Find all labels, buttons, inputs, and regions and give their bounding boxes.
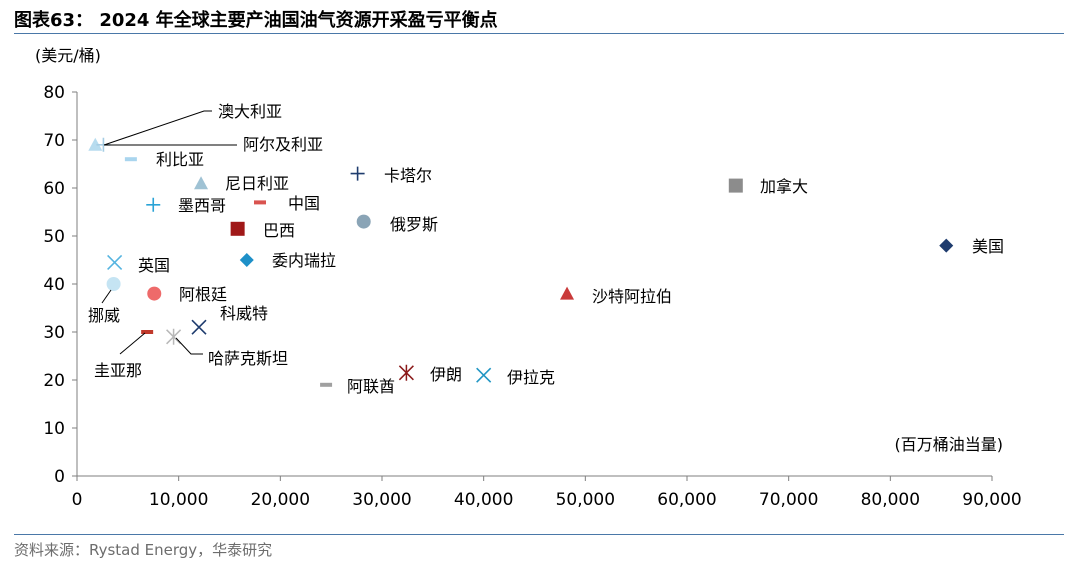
y-tick-label: 10	[43, 419, 65, 439]
x-tick-label: 10,000	[149, 490, 208, 510]
y-tick-label: 40	[43, 275, 65, 295]
point-label: 墨西哥	[178, 196, 226, 215]
x-tick-label: 30,000	[352, 490, 411, 510]
data-point	[124, 157, 137, 162]
leader-line	[175, 337, 203, 355]
title-divider	[14, 33, 1064, 34]
y-axis-label: (美元/桶)	[35, 46, 101, 65]
data-point	[191, 319, 207, 335]
point-label: 沙特阿拉伯	[592, 287, 672, 306]
callouts	[101, 110, 237, 355]
data-point	[230, 221, 245, 236]
data-point	[141, 330, 154, 334]
x-tick-label: 90,000	[962, 490, 1021, 510]
point-label: 巴西	[263, 221, 295, 240]
x-tick-label: 50,000	[556, 490, 615, 510]
data-point	[398, 364, 414, 381]
x-tick-label: 0	[72, 490, 83, 510]
data-point	[146, 197, 161, 212]
source-note: 资料来源：Rystad Energy，华泰研究	[14, 541, 273, 559]
data-point	[356, 214, 371, 229]
point-label: 伊拉克	[507, 368, 555, 387]
data-point	[350, 166, 365, 181]
x-axis-label: (百万桶油当量)	[895, 435, 1004, 454]
point-label: 科威特	[220, 304, 268, 323]
point-label: 卡塔尔	[384, 166, 432, 185]
y-tick-label: 60	[43, 179, 65, 199]
chart-title: 图表63： 2024 年全球主要产油国油气资源开采盈亏平衡点	[14, 10, 498, 31]
x-tick-label: 20,000	[251, 490, 310, 510]
data-point	[88, 137, 103, 151]
point-label: 伊朗	[430, 365, 462, 384]
data-point	[728, 178, 743, 193]
point-label: 阿根廷	[179, 285, 227, 304]
point-label: 英国	[138, 256, 170, 275]
point-label: 尼日利亚	[225, 174, 289, 193]
leader-line	[103, 110, 212, 146]
point-label: 加拿大	[760, 177, 808, 196]
source-divider	[14, 534, 1064, 535]
y-tick-label: 30	[43, 323, 65, 343]
data-point	[147, 286, 162, 301]
point-label: 圭亚那	[94, 361, 142, 380]
leader-line	[101, 289, 112, 304]
y-tick-label: 70	[43, 131, 65, 151]
data-point	[320, 382, 333, 387]
x-tick-label: 40,000	[454, 490, 513, 510]
data-point	[106, 277, 121, 291]
data-point	[166, 328, 182, 345]
data-point	[254, 200, 266, 205]
point-label: 挪威	[88, 306, 120, 325]
y-tick-label: 80	[43, 83, 65, 103]
x-tick-label: 70,000	[759, 490, 818, 510]
point-label: 阿尔及利亚	[243, 135, 323, 154]
data-point	[560, 286, 575, 300]
data-point	[476, 367, 492, 383]
point-label: 阿联酋	[347, 377, 395, 396]
axes: 0 10 20 30 40 50 60 70 80 0 10,000 20,000 30,000 40,0…	[35, 46, 1022, 510]
point-label: 利比亚	[156, 150, 204, 169]
y-tick-label: 0	[54, 467, 65, 487]
point-label: 澳大利亚	[218, 102, 282, 121]
point-label: 哈萨克斯坦	[208, 349, 288, 368]
data-point	[239, 253, 254, 267]
data-point	[194, 176, 209, 190]
x-tick-label: 80,000	[861, 490, 920, 510]
point-label: 中国	[288, 194, 320, 213]
y-tick-label: 20	[43, 371, 65, 391]
x-tick-label: 60,000	[657, 490, 716, 510]
y-tick-label: 50	[43, 227, 65, 247]
leader-line	[119, 332, 146, 355]
point-label: 俄罗斯	[390, 215, 438, 234]
data-point	[107, 254, 123, 270]
point-label: 委内瑞拉	[272, 251, 336, 270]
data-point	[939, 238, 954, 253]
point-label: 美国	[972, 237, 1004, 256]
data-points	[88, 137, 954, 387]
